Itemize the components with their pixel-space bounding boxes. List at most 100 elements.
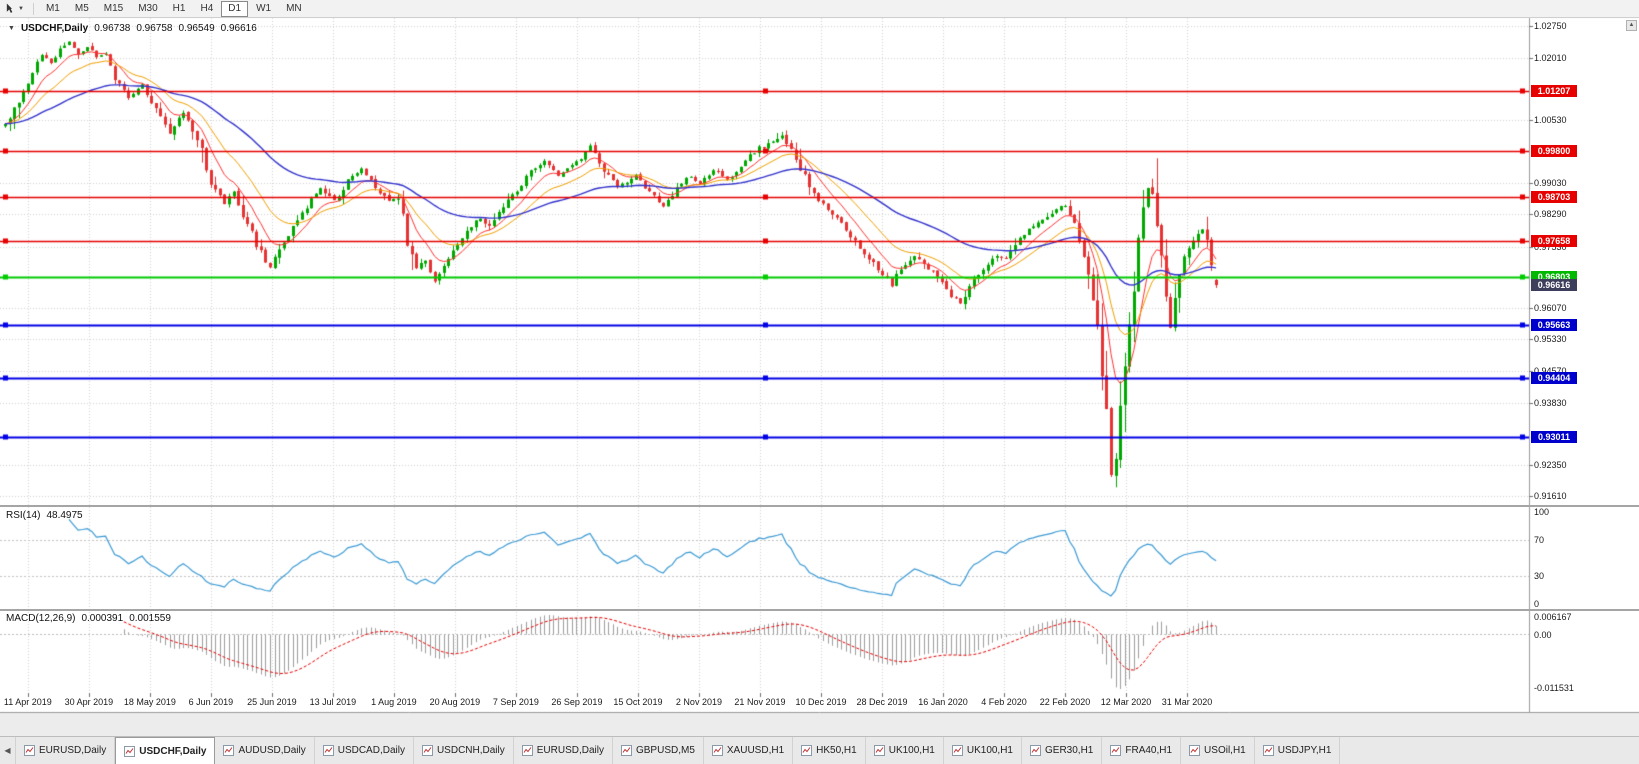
price-tick-label: 0.93830 (1534, 397, 1567, 408)
chart-thumbnail-icon (1030, 745, 1041, 756)
price-tick-label: 0.96070 (1534, 303, 1567, 314)
timeframe-button-m30[interactable]: M30 (138, 2, 158, 14)
timeframe-button-m5[interactable]: M5 (74, 2, 89, 14)
chart-thumbnail-icon (951, 745, 963, 756)
caret-down-icon: ▼ (18, 5, 24, 12)
tab-eurusd-daily[interactable]: EURUSD,Daily (514, 737, 613, 764)
tab-label: USDJPY,H1 (1277, 745, 1332, 756)
tab-uk100-h1[interactable]: UK100,H1 (866, 737, 944, 764)
chart-thumbnail-icon (521, 745, 533, 756)
tab-label: USDCHF,Daily (139, 745, 207, 757)
tab-usdcad-daily[interactable]: USDCAD,Daily (315, 737, 414, 764)
price-tick-label: 0.92350 (1534, 459, 1567, 470)
tab-usoil-h1[interactable]: USOil,H1 (1181, 737, 1255, 764)
rsi-scale-label: 30 (1534, 571, 1545, 582)
price-tick-label: 0.99030 (1534, 178, 1567, 189)
tab-fra40-h1[interactable]: FRA40,H1 (1102, 737, 1182, 764)
tab-label: USDCAD,Daily (337, 745, 405, 756)
tab-usdchf-daily[interactable]: USDCHF,Daily (115, 737, 216, 764)
price-line-tag-blue[interactable]: 0.93011 (1531, 431, 1577, 444)
chart-thumbnail-icon (322, 745, 334, 756)
chart-tab-bar: ◀ EURUSD,Daily USDCHF,Daily AUDUSD,Daily US… (0, 736, 1639, 764)
tab-gbpusd-m5[interactable]: GBPUSD,M5 (613, 737, 704, 764)
tab-label: UK100,H1 (966, 745, 1013, 756)
tab-ger30-h1[interactable]: GER30,H1 (1022, 737, 1103, 764)
timeframe-button-w1[interactable]: W1 (256, 2, 272, 14)
pointer-tool-button[interactable]: ▼ (5, 2, 24, 15)
rsi-scale-label: 70 (1534, 534, 1545, 545)
timeframe-button-h1[interactable]: H1 (172, 2, 186, 14)
price-tick-label: 0.95330 (1534, 334, 1567, 345)
macd-signal-value: 0.001559 (129, 613, 171, 624)
macd-main-value: 0.000391 (81, 613, 124, 624)
timeframe-buttons: M1 M5 M15 M30 H1 H4 D1 W1 MN (39, 0, 309, 17)
date-tick-label: 28 Dec 2019 (856, 697, 908, 707)
date-tick-label: 20 Aug 2019 (429, 697, 481, 707)
tab-label: FRA40,H1 (1125, 745, 1173, 756)
price-line-tag-red[interactable]: 0.99800 (1531, 144, 1577, 157)
date-tick-label: 21 Nov 2019 (734, 697, 786, 707)
ohlc-high-value: 0.96758 (136, 23, 173, 34)
chart-thumbnail-icon (801, 745, 813, 756)
tab-audusd-daily[interactable]: AUDUSD,Daily (215, 737, 315, 764)
chart-thumbnail-icon (1110, 745, 1122, 756)
panel-separator[interactable] (0, 505, 1639, 507)
price-line-tag-red[interactable]: 1.01207 (1531, 85, 1577, 98)
date-tick-label: 7 Sep 2019 (492, 697, 539, 707)
price-line-tag-blue[interactable]: 0.95663 (1531, 319, 1577, 332)
timeframe-button-h4[interactable]: H4 (200, 2, 214, 14)
date-tick-label: 25 Jun 2019 (247, 697, 297, 707)
date-tick-label: 16 Jan 2020 (918, 697, 968, 707)
date-tick-label: 15 Oct 2019 (613, 697, 663, 707)
tab-scroll-left-button[interactable]: ◀ (0, 737, 16, 764)
rsi-label: RSI(14) (6, 510, 41, 521)
chart-thumbnail-icon (223, 745, 235, 756)
macd-scale-label: -0.011531 (1534, 683, 1574, 693)
rsi-scale-label: 0 (1534, 599, 1540, 609)
price-tick-label: 0.91610 (1534, 491, 1567, 502)
price-line-tag-blue[interactable]: 0.94404 (1531, 372, 1577, 385)
macd-header: MACD(12,26,9) 0.000391 0.001559 (6, 613, 171, 624)
tab-label: GER30,H1 (1045, 745, 1094, 756)
macd-label: MACD(12,26,9) (6, 613, 76, 624)
chart-menu-icon: ▼ (8, 25, 15, 32)
chart-thumbnail-icon (620, 745, 632, 756)
tab-label: GBPUSD,M5 (635, 745, 695, 756)
date-tick-label: 10 Dec 2019 (795, 697, 847, 707)
macd-scale-label: 0.006167 (1534, 612, 1572, 622)
tab-label: EURUSD,Daily (39, 745, 107, 756)
tab-label: AUDUSD,Daily (238, 745, 306, 756)
cursor-icon (6, 3, 13, 13)
panel-separator[interactable] (0, 609, 1639, 611)
tab-usdcnh-daily[interactable]: USDCNH,Daily (414, 737, 514, 764)
timeframe-button-d1[interactable]: D1 (221, 0, 249, 17)
price-tick-label: 0.98290 (1534, 209, 1567, 220)
date-tick-label: 6 Jun 2019 (188, 697, 234, 707)
tab-uk100-h1[interactable]: UK100,H1 (944, 737, 1022, 764)
date-tick-label: 4 Feb 2020 (981, 697, 1027, 707)
chart-scroll-up-button[interactable]: ▲ (1626, 20, 1637, 31)
toolbar-separator (32, 2, 34, 15)
price-line-tag-red[interactable]: 0.98703 (1531, 191, 1577, 204)
chart-tabs: EURUSD,Daily USDCHF,Daily AUDUSD,Daily USDC… (16, 737, 1341, 764)
date-tick-label: 30 Apr 2019 (64, 697, 114, 707)
date-tick-label: 18 May 2019 (123, 697, 176, 707)
timeframe-button-m1[interactable]: M1 (45, 2, 60, 14)
chart-thumbnail-icon (1189, 745, 1201, 756)
timeframe-button-mn[interactable]: MN (286, 2, 302, 14)
chart-symbol-label: USDCHF,Daily (20, 23, 89, 34)
price-tick-label: 0.94570 (1534, 366, 1567, 377)
timeframe-button-m15[interactable]: M15 (103, 2, 124, 14)
tab-usdjpy-h1[interactable]: USDJPY,H1 (1255, 737, 1341, 764)
date-tick-label: 11 Apr 2019 (3, 697, 52, 707)
current-price-tag: 0.96616 (1531, 279, 1577, 292)
tab-eurusd-daily[interactable]: EURUSD,Daily (16, 737, 116, 764)
tab-hk50-h1[interactable]: HK50,H1 (793, 737, 866, 764)
chart-thumbnail-icon (24, 745, 35, 756)
tab-label: EURUSD,Daily (536, 745, 604, 756)
chart-thumbnail-icon (711, 745, 723, 756)
price-line-tag-red[interactable]: 0.97658 (1531, 235, 1577, 248)
tab-xauusd-h1[interactable]: XAUUSD,H1 (704, 737, 794, 764)
